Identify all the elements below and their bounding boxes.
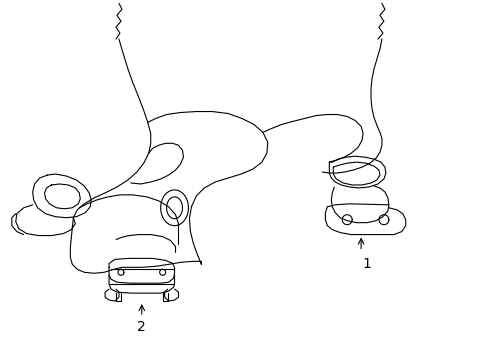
Text: 2: 2 [137, 320, 146, 334]
Text: 1: 1 [362, 257, 371, 271]
